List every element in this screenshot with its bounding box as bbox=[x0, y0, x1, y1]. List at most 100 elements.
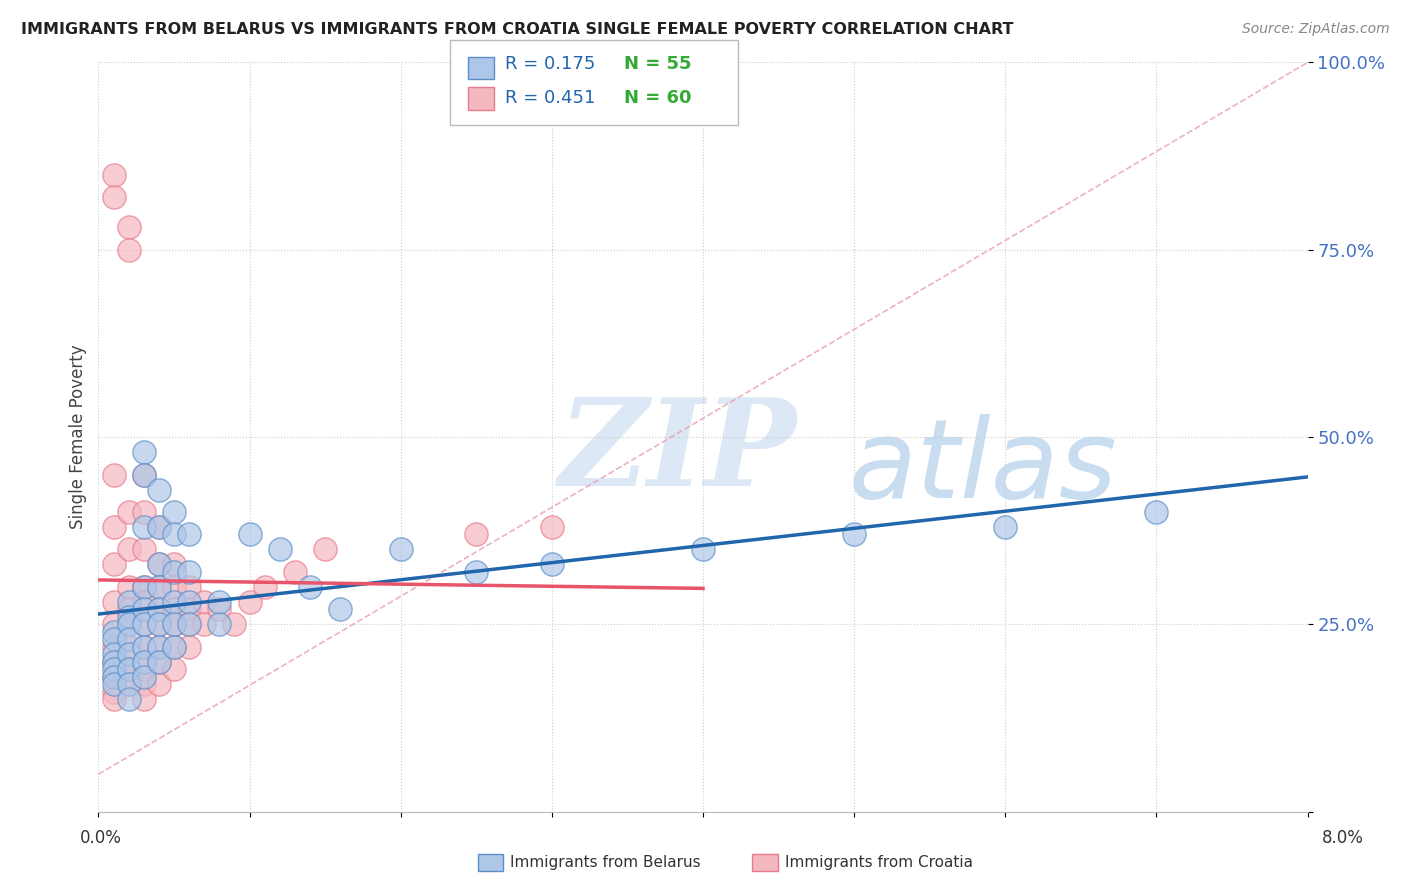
Point bbox=[844, 527, 866, 541]
Point bbox=[118, 505, 141, 519]
Point bbox=[118, 220, 141, 235]
Point bbox=[163, 617, 186, 632]
Point bbox=[208, 595, 231, 609]
Point bbox=[148, 602, 170, 616]
Point bbox=[208, 617, 231, 632]
Point bbox=[103, 520, 125, 534]
Point bbox=[132, 467, 155, 482]
Point bbox=[132, 640, 155, 654]
Point bbox=[163, 617, 186, 632]
Point bbox=[148, 617, 170, 632]
Point bbox=[465, 565, 488, 579]
Point bbox=[148, 580, 170, 594]
Point bbox=[389, 542, 412, 557]
Point bbox=[163, 527, 186, 541]
Point bbox=[193, 617, 215, 632]
Point bbox=[132, 692, 155, 706]
Point bbox=[163, 602, 186, 616]
Point bbox=[103, 190, 125, 204]
Point bbox=[132, 655, 155, 669]
Point bbox=[163, 640, 186, 654]
Point bbox=[132, 595, 155, 609]
Point bbox=[1146, 505, 1168, 519]
Point bbox=[118, 243, 141, 257]
Point bbox=[540, 520, 562, 534]
Text: Immigrants from Croatia: Immigrants from Croatia bbox=[785, 855, 973, 870]
Point bbox=[179, 580, 201, 594]
Point bbox=[118, 640, 141, 654]
Point bbox=[103, 640, 125, 654]
Point bbox=[132, 580, 155, 594]
Point bbox=[132, 662, 155, 676]
Point bbox=[148, 558, 170, 572]
Point bbox=[118, 602, 141, 616]
Point bbox=[163, 565, 186, 579]
Point bbox=[148, 580, 170, 594]
Point bbox=[179, 617, 201, 632]
Text: N = 55: N = 55 bbox=[624, 54, 692, 72]
Point bbox=[994, 520, 1017, 534]
Point bbox=[118, 648, 141, 662]
Point bbox=[179, 565, 201, 579]
Point bbox=[269, 542, 291, 557]
Point bbox=[179, 527, 201, 541]
Point bbox=[103, 692, 125, 706]
Point bbox=[118, 662, 141, 676]
Point bbox=[329, 602, 352, 616]
Point bbox=[148, 640, 170, 654]
Point bbox=[118, 662, 141, 676]
Point bbox=[208, 602, 231, 616]
Point bbox=[179, 617, 201, 632]
Text: R = 0.175: R = 0.175 bbox=[505, 54, 595, 72]
Point bbox=[163, 505, 186, 519]
Point bbox=[103, 595, 125, 609]
Point bbox=[163, 640, 186, 654]
Point bbox=[179, 602, 201, 616]
Point bbox=[132, 617, 155, 632]
Point bbox=[103, 632, 125, 647]
Point bbox=[103, 655, 125, 669]
Point bbox=[253, 580, 276, 594]
Text: N = 60: N = 60 bbox=[624, 88, 692, 106]
Point bbox=[132, 617, 155, 632]
Point bbox=[465, 527, 488, 541]
Point bbox=[103, 670, 125, 684]
Point bbox=[118, 677, 141, 691]
Text: IMMIGRANTS FROM BELARUS VS IMMIGRANTS FROM CROATIA SINGLE FEMALE POVERTY CORRELA: IMMIGRANTS FROM BELARUS VS IMMIGRANTS FR… bbox=[21, 22, 1014, 37]
Point bbox=[132, 467, 155, 482]
Point bbox=[692, 542, 714, 557]
Text: atlas: atlas bbox=[848, 414, 1116, 521]
Point bbox=[132, 445, 155, 459]
Point bbox=[239, 527, 262, 541]
Point bbox=[132, 542, 155, 557]
Point bbox=[179, 595, 201, 609]
Point bbox=[132, 670, 155, 684]
Point bbox=[118, 632, 141, 647]
Point bbox=[118, 542, 141, 557]
Point bbox=[118, 677, 141, 691]
Point bbox=[118, 692, 141, 706]
Point bbox=[148, 655, 170, 669]
Point bbox=[118, 580, 141, 594]
Point bbox=[103, 655, 125, 669]
Point bbox=[103, 467, 125, 482]
Text: Source: ZipAtlas.com: Source: ZipAtlas.com bbox=[1241, 22, 1389, 37]
Point bbox=[103, 685, 125, 699]
Point bbox=[239, 595, 262, 609]
Text: Immigrants from Belarus: Immigrants from Belarus bbox=[510, 855, 702, 870]
Point bbox=[148, 617, 170, 632]
Point bbox=[179, 640, 201, 654]
Point bbox=[299, 580, 322, 594]
Point bbox=[163, 595, 186, 609]
Y-axis label: Single Female Poverty: Single Female Poverty bbox=[69, 345, 87, 529]
Point bbox=[103, 648, 125, 662]
Point bbox=[148, 602, 170, 616]
Point bbox=[118, 610, 141, 624]
Point bbox=[118, 595, 141, 609]
Point bbox=[148, 655, 170, 669]
Point bbox=[148, 520, 170, 534]
Point bbox=[103, 617, 125, 632]
Text: 8.0%: 8.0% bbox=[1322, 829, 1364, 847]
Point bbox=[103, 677, 125, 691]
Point bbox=[132, 640, 155, 654]
